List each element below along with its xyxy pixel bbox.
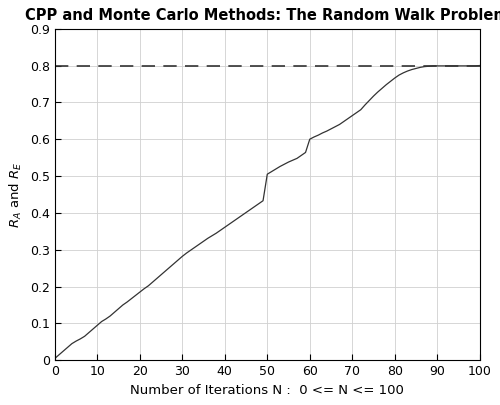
Title: CPP and Monte Carlo Methods: The Random Walk Problem: CPP and Monte Carlo Methods: The Random … — [26, 9, 500, 23]
Y-axis label: $R_A$ and $R_E$: $R_A$ and $R_E$ — [8, 161, 24, 228]
X-axis label: Number of Iterations N :  0 <= N <= 100: Number of Iterations N : 0 <= N <= 100 — [130, 384, 404, 396]
